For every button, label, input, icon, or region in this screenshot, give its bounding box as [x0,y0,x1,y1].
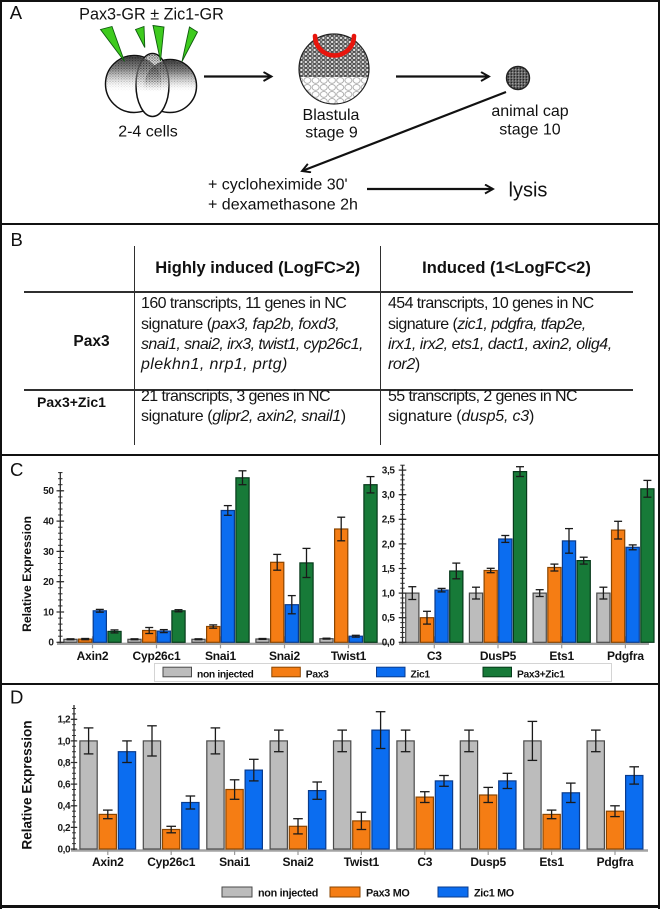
svg-text:0,5: 0,5 [382,613,396,624]
svg-text:10: 10 [43,607,54,618]
svg-text:20: 20 [43,577,54,588]
svg-text:C3: C3 [417,855,432,869]
svg-text:50: 50 [43,486,54,497]
svg-text:Snai1: Snai1 [219,855,251,869]
svg-text:Pdgfra: Pdgfra [597,855,634,869]
svg-text:3,0: 3,0 [382,490,396,501]
svg-text:Cyp26c1: Cyp26c1 [147,855,195,869]
svg-text:2,5: 2,5 [382,515,396,526]
svg-text:Pdgfra: Pdgfra [607,649,644,663]
svg-text:0,8: 0,8 [57,758,71,769]
svg-text:Relative Expression: Relative Expression [20,516,34,632]
svg-text:lysis: lysis [509,180,548,202]
svg-text:1,2: 1,2 [57,715,71,726]
svg-text:Ets1: Ets1 [549,649,574,663]
svg-text:Snai1: Snai1 [205,649,237,663]
svg-text:2-4 cells: 2-4 cells [118,124,178,141]
svg-text:A: A [10,2,23,23]
svg-text:Dusp5: Dusp5 [470,855,506,869]
svg-text:Snai2: Snai2 [282,855,314,869]
svg-text:Zic1 MO: Zic1 MO [474,887,514,899]
svg-text:C: C [10,459,23,480]
svg-text:Pax3-GR ± Zic1-GR: Pax3-GR ± Zic1-GR [79,6,224,24]
svg-text:1,5: 1,5 [382,564,396,575]
svg-text:Snai2: Snai2 [269,649,301,663]
svg-text:Twist1: Twist1 [331,649,367,663]
svg-text:+ dexamethasone 2h: + dexamethasone 2h [208,197,358,214]
svg-text:C3: C3 [427,649,442,663]
svg-text:animal cap: animal cap [491,103,568,120]
svg-text:2,0: 2,0 [382,539,396,550]
svg-text:DusP5: DusP5 [480,649,517,663]
svg-text:D: D [10,687,23,708]
svg-text:1,0: 1,0 [57,736,71,747]
svg-text:Twist1: Twist1 [344,855,380,869]
svg-text:40: 40 [43,517,54,528]
svg-text:0,4: 0,4 [57,801,71,812]
svg-text:Relative Expression: Relative Expression [20,720,35,849]
svg-text:non injected: non injected [258,887,318,899]
svg-text:Ets1: Ets1 [539,855,564,869]
svg-text:+ cycloheximide 30': + cycloheximide 30' [208,177,348,194]
svg-text:stage 10: stage 10 [499,122,560,139]
svg-text:0,0: 0,0 [382,638,396,649]
svg-text:Blastula: Blastula [303,107,360,124]
svg-text:non injected: non injected [197,669,254,680]
svg-text:0,6: 0,6 [57,780,71,791]
svg-text:stage 9: stage 9 [305,125,358,142]
svg-text:0: 0 [48,638,54,649]
svg-text:0,2: 0,2 [57,823,71,834]
svg-text:Zic1: Zic1 [411,669,431,680]
svg-text:3,5: 3,5 [382,466,396,477]
svg-text:Pax3+Zic1: Pax3+Zic1 [517,669,565,680]
svg-text:Axin2: Axin2 [77,649,109,663]
svg-text:0,0: 0,0 [57,844,71,855]
svg-text:30: 30 [43,547,54,558]
svg-text:Pax3: Pax3 [306,669,329,680]
svg-text:Axin2: Axin2 [92,855,124,869]
svg-text:Pax3 MO: Pax3 MO [366,887,410,899]
svg-text:Cyp26c1: Cyp26c1 [133,649,181,663]
svg-text:1,0: 1,0 [382,589,396,600]
